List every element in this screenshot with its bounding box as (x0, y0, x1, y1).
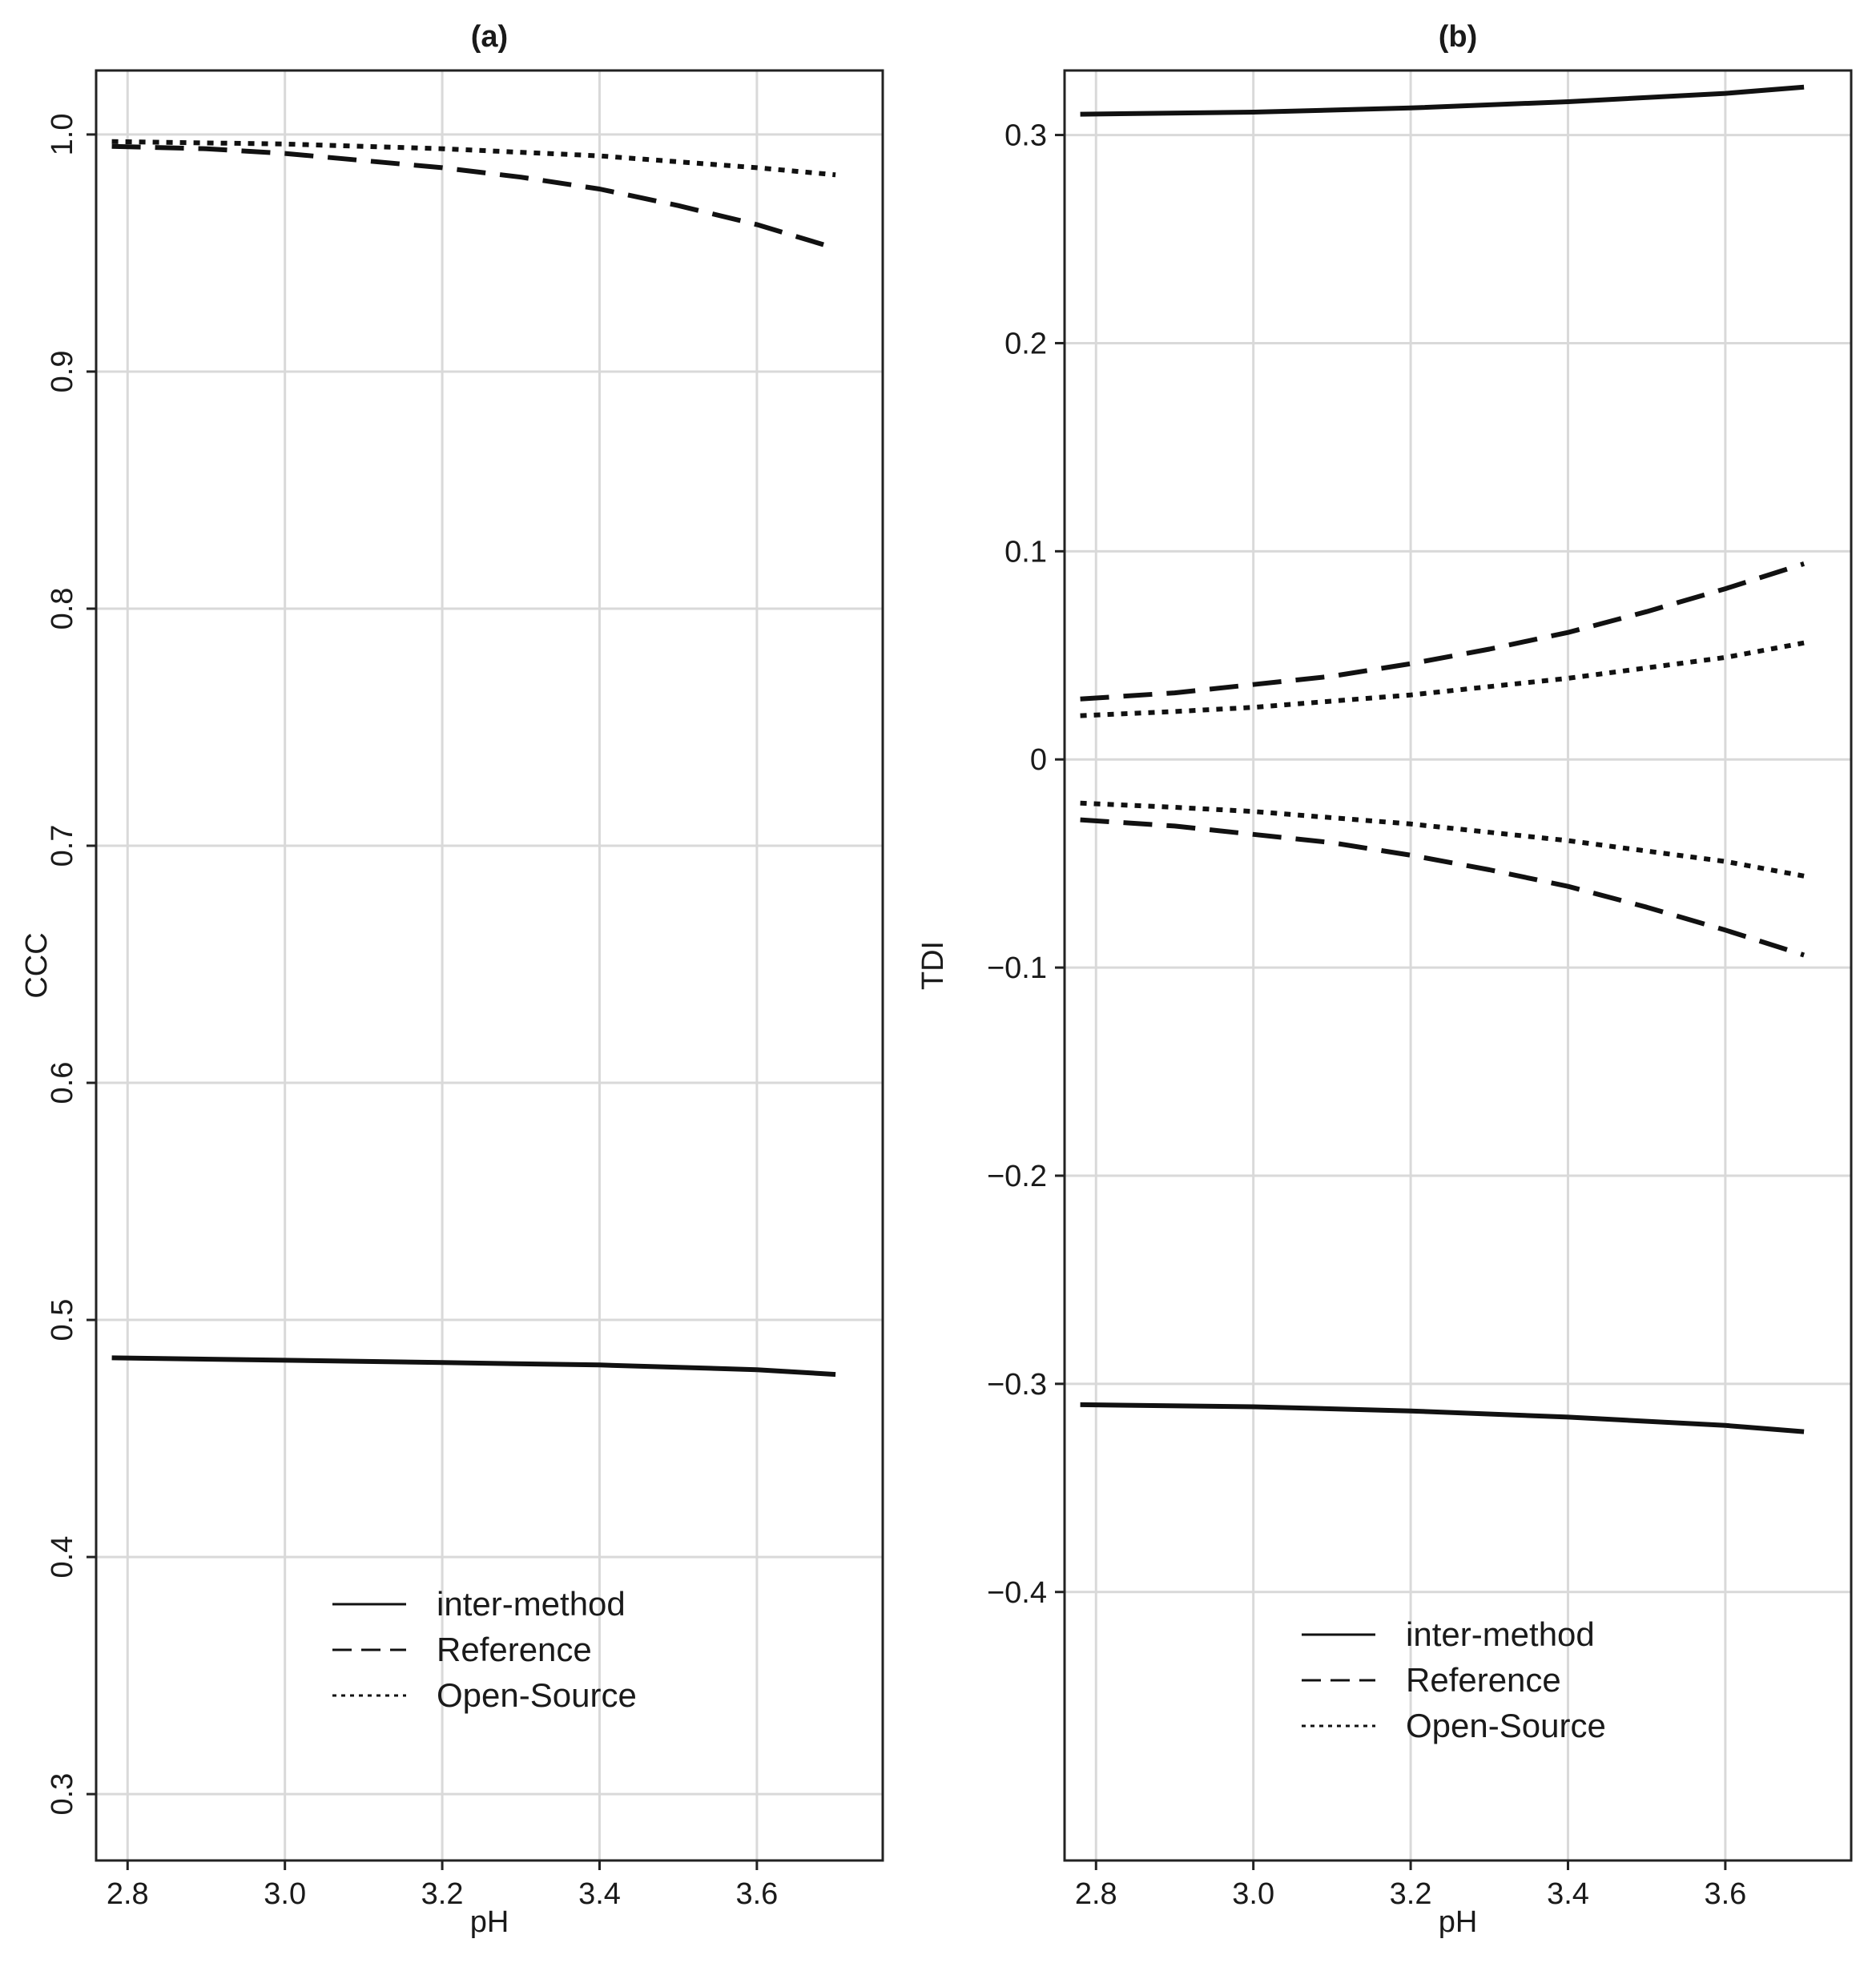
y-tick-label: −0.3 (987, 1368, 1047, 1402)
y-tick-label: 0 (1030, 743, 1047, 777)
series-line-open-source (111, 139, 836, 178)
legend-label: inter-method (1406, 1615, 1595, 1653)
y-tick-label: 0.3 (46, 1773, 79, 1816)
x-axis-label: pH (470, 1905, 509, 1939)
y-tick-label: −0.1 (987, 951, 1047, 985)
legend: inter-method Reference Open-Source (332, 1585, 637, 1714)
y-tick-label: 1.0 (46, 114, 79, 156)
y-tick-label: 0.6 (46, 1062, 79, 1104)
panel-title: (b) (1439, 20, 1478, 54)
x-tick-label: 3.2 (1390, 1877, 1432, 1911)
x-tick-label: 3.4 (1547, 1877, 1589, 1911)
x-tick-label: 2.8 (107, 1877, 149, 1911)
legend-label: inter-method (437, 1585, 626, 1623)
legend-label: Open-Source (1406, 1707, 1606, 1744)
x-tick-label: 3.2 (421, 1877, 464, 1911)
y-tick-label: 0.9 (46, 351, 79, 393)
x-tick-label: 3.0 (1232, 1877, 1274, 1911)
series-line-inter-method (111, 1355, 836, 1378)
x-tick-label: 3.6 (735, 1877, 778, 1911)
series-line-reference (1080, 561, 1806, 702)
legend: inter-method Reference Open-Source (1302, 1615, 1606, 1744)
series-line-inter-method-lower (1080, 1402, 1805, 1434)
y-axis-label: TDI (916, 941, 950, 990)
series-line-open-source (1080, 640, 1805, 718)
y-tick-label: −0.2 (987, 1160, 1047, 1193)
y-tick-label: 0.4 (46, 1536, 79, 1579)
y-tick-label: 0.2 (1004, 327, 1047, 360)
panel-b: 2.8 3.0 3.2 3.4 3.6 −0.4 −0.3 −0.2 −0.1 0 0.1 0.2 0.… (916, 20, 1853, 1939)
legend-label: Reference (1406, 1661, 1561, 1699)
x-tick-label: 2.8 (1075, 1877, 1117, 1911)
plot-border (95, 69, 884, 1862)
plot-border (1063, 69, 1853, 1862)
series-line-open-source-lower (1080, 800, 1805, 879)
x-tick-label: 3.0 (264, 1877, 306, 1911)
legend-label: Open-Source (437, 1676, 637, 1714)
x-tick-label: 3.4 (578, 1877, 621, 1911)
series-line-reference-lower (1080, 817, 1806, 958)
y-tick-label: 0.1 (1004, 535, 1047, 569)
legend-label: Reference (437, 1631, 592, 1668)
y-tick-label: 0.5 (46, 1299, 79, 1342)
y-tick-label: 0.3 (1004, 119, 1047, 153)
series-line-inter-method (1080, 84, 1805, 117)
x-axis-label: pH (1439, 1905, 1478, 1939)
y-axis-label: CCC (20, 932, 54, 998)
series-line-reference (111, 143, 836, 251)
y-tick-label: 0.7 (46, 825, 79, 867)
panel-title: (a) (471, 20, 508, 54)
panel-a: 2.8 3.0 3.2 3.4 3.6 0.3 0.4 0.5 0.6 0.7 0.8 0.9 1.0 (… (20, 20, 884, 1939)
x-tick-label: 3.6 (1704, 1877, 1746, 1911)
y-tick-label: −0.4 (987, 1576, 1047, 1610)
y-tick-label: 0.8 (46, 588, 79, 630)
